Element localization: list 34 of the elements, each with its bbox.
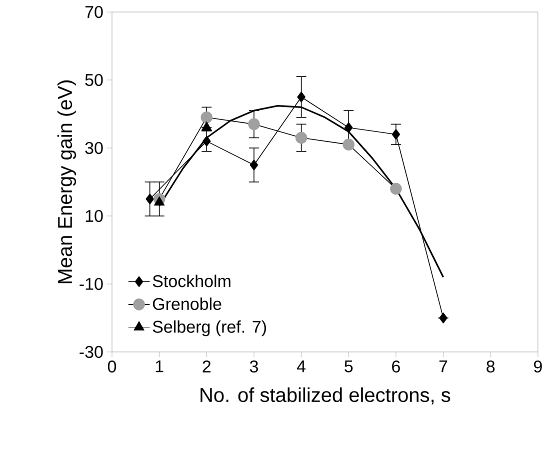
x-tick-label: 9	[534, 360, 542, 373]
point	[342, 138, 355, 151]
x-tick-label: 5	[344, 360, 353, 372]
point	[146, 194, 154, 204]
y-tick-label: -10	[80, 278, 103, 290]
point	[390, 182, 402, 195]
x-tick-label: 6	[392, 360, 400, 373]
point	[200, 112, 213, 124]
legend-label: Selberg (ref. 7)	[152, 320, 266, 336]
y-axis-title: Mean Energy gain (eV)	[57, 80, 76, 284]
point	[202, 136, 211, 147]
point	[439, 312, 448, 324]
y-tick-label: 50	[85, 74, 103, 86]
x-tick-label: 4	[296, 360, 306, 372]
legend-label: Grenoble	[152, 298, 222, 310]
x-tick-label: 7	[439, 360, 448, 372]
x-tick-label: 1	[156, 360, 164, 372]
point	[295, 132, 308, 144]
point	[250, 160, 258, 170]
point	[297, 92, 306, 102]
x-axis-title: No. of stabilized electrons, s	[200, 387, 450, 404]
y-tick-label: 10	[86, 210, 103, 222]
y-tick-label: -30	[80, 346, 103, 358]
point	[248, 118, 260, 130]
point	[392, 129, 400, 140]
point	[154, 196, 165, 206]
point	[344, 122, 353, 134]
x-tick-label: 0	[108, 360, 116, 373]
legend-label: Stockholm	[152, 274, 230, 288]
x-tick-label: 3	[250, 360, 258, 373]
x-tick-label: 8	[486, 360, 495, 373]
x-tick-label: 2	[202, 360, 211, 372]
y-tick-label: 30	[85, 142, 103, 154]
y-tick-label: 70	[85, 6, 103, 18]
